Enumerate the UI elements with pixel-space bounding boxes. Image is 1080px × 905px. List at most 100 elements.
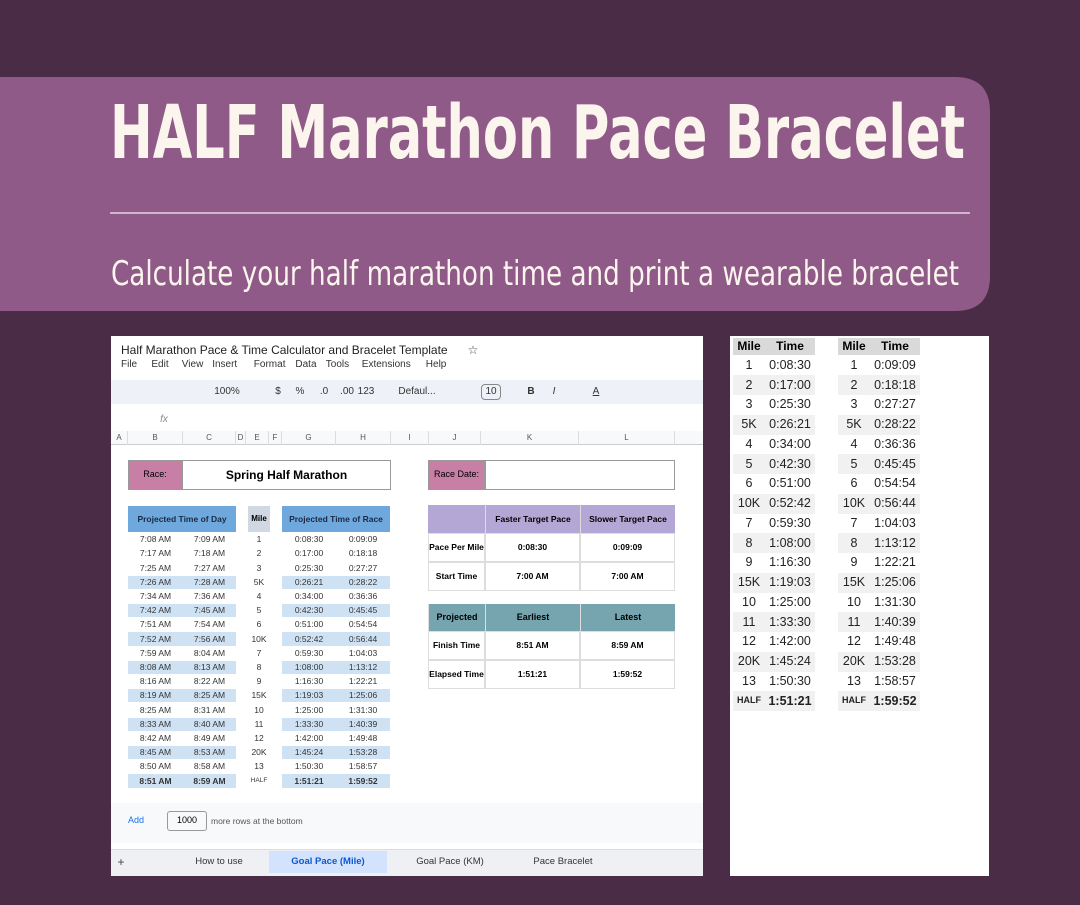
bracelet-cell: 1:16:30 xyxy=(769,555,811,570)
split-cell: 3 xyxy=(256,562,262,573)
split-cell: 8:49 AM xyxy=(193,732,226,743)
split-cell: 0:59:30 xyxy=(294,647,324,658)
sheet-tab[interactable]: Goal Pace (Mile) xyxy=(269,851,387,873)
bracelet-cell: 7 xyxy=(850,515,858,530)
bracelet-cell: 1:04:03 xyxy=(874,515,916,530)
projected-cell: 8:59 AM xyxy=(580,631,675,660)
split-cell: 1:42:00 xyxy=(294,732,324,743)
split-cell: 20K xyxy=(251,747,267,758)
toolbar-item[interactable]: 100% xyxy=(214,385,240,397)
menu-item[interactable]: File xyxy=(121,358,138,370)
toolbar-item[interactable]: .0 xyxy=(319,385,329,397)
split-cell: 7:54 AM xyxy=(193,619,226,630)
bracelet-cell: 1:13:12 xyxy=(870,533,920,553)
bracelet-cell: 12 xyxy=(742,634,756,649)
menu-item[interactable]: Extensions xyxy=(361,358,411,370)
split-cell: 1:31:30 xyxy=(348,704,378,715)
add-button[interactable]: Add xyxy=(127,815,144,826)
split-cell: 7:18 AM xyxy=(193,548,226,559)
split-cell: 8:33 AM xyxy=(128,717,183,731)
split-cell: 1:22:21 xyxy=(348,676,378,687)
split-cell: 1:45:24 xyxy=(282,746,336,760)
toolbar-item[interactable]: I xyxy=(552,385,556,397)
sheet-tab[interactable]: How to use xyxy=(195,856,243,868)
split-cell: 5K xyxy=(253,576,265,587)
toolbar-item[interactable]: .00 xyxy=(340,385,354,397)
menu-item[interactable]: View xyxy=(181,358,204,370)
split-cell: 7:56 AM xyxy=(183,632,236,646)
bracelet-cell: 20K xyxy=(733,651,765,672)
split-cell: 0:17:00 xyxy=(294,548,324,559)
column-letter: C xyxy=(183,431,236,445)
bracelet-header: Time xyxy=(870,338,920,355)
toolbar-item[interactable]: B xyxy=(527,385,535,397)
sheet-tab[interactable]: Goal Pace (KM) xyxy=(416,856,484,868)
splits-header: Projected Time of Day xyxy=(128,506,236,532)
bracelet-cell: 1:40:39 xyxy=(870,612,920,632)
bracelet-cell: 5K xyxy=(838,414,870,435)
bracelet-cell: 3 xyxy=(745,397,753,412)
race-label: Race: xyxy=(128,460,182,490)
split-cell: 10 xyxy=(254,704,264,715)
splits-header: Projected Time of Race xyxy=(282,506,390,532)
split-cell: 12 xyxy=(254,732,264,743)
bracelet-cell: 1:51:21 xyxy=(765,691,815,711)
split-cell: 7:45 AM xyxy=(183,604,236,618)
split-cell: 7:27 AM xyxy=(193,562,226,573)
column-letter: E xyxy=(246,431,269,445)
menu-item[interactable]: Insert xyxy=(212,358,238,370)
projected-cell: Elapsed Time xyxy=(428,660,485,689)
bracelet-cell: 7 xyxy=(745,515,753,530)
add-sheet[interactable]: + xyxy=(117,854,125,869)
toolbar-item[interactable]: $ xyxy=(275,385,281,397)
splits-header: Mile xyxy=(248,506,270,532)
bracelet-cell: HALF xyxy=(838,691,870,711)
toolbar-item[interactable]: Defaul... xyxy=(398,385,436,397)
toolbar-item[interactable]: % xyxy=(295,385,305,397)
bracelet-cell: 0:54:54 xyxy=(874,476,916,491)
split-cell: 8:50 AM xyxy=(139,761,172,772)
bracelet-cell: 5 xyxy=(733,454,765,474)
bracelet-cell: 0:25:30 xyxy=(769,397,811,412)
split-cell: 1:53:28 xyxy=(336,746,390,760)
menu-item[interactable]: Data xyxy=(295,358,317,370)
split-cell: 7:59 AM xyxy=(139,647,172,658)
split-cell: 0:18:18 xyxy=(348,548,378,559)
bracelet-cell: 10 xyxy=(742,594,756,609)
bracelet-cell: 0:27:27 xyxy=(874,397,916,412)
column-letter: K xyxy=(481,431,579,445)
split-cell: 0:25:30 xyxy=(294,562,324,573)
toolbar-item[interactable]: A xyxy=(592,385,600,397)
bracelet-cell: 1:59:52 xyxy=(870,691,920,711)
toolbar-item[interactable]: 123 xyxy=(357,385,375,397)
split-cell: 0:56:44 xyxy=(336,632,390,646)
sheet-tab[interactable]: Pace Bracelet xyxy=(533,856,593,868)
split-cell: 7:36 AM xyxy=(193,590,226,601)
bracelet-cell: 1:25:00 xyxy=(769,594,811,609)
projected-cell: 1:51:21 xyxy=(485,660,580,689)
split-cell: 1:04:03 xyxy=(348,647,378,658)
split-cell: 5 xyxy=(256,605,262,616)
split-cell: 1:33:30 xyxy=(282,717,336,731)
projected-cell: 8:51 AM xyxy=(485,631,580,660)
menu-item[interactable]: Tools xyxy=(325,358,350,370)
bracelet-cell: 10K xyxy=(838,493,870,514)
menu-item[interactable]: Format xyxy=(253,358,286,370)
toolbar-item[interactable]: 10 xyxy=(481,384,501,400)
projected-header: Latest xyxy=(580,604,675,631)
pace-cell: 0:08:30 xyxy=(485,533,580,562)
split-cell: 6 xyxy=(256,619,262,630)
menu-item[interactable]: Help xyxy=(425,358,447,370)
split-cell: 7:09 AM xyxy=(193,534,226,545)
split-cell: 8:45 AM xyxy=(128,746,183,760)
split-cell: 7 xyxy=(256,647,262,658)
bracelet-cell: 0:36:36 xyxy=(874,436,916,451)
bracelet-cell: HALF xyxy=(733,691,765,711)
split-cell: 8:59 AM xyxy=(183,774,236,788)
menu-item[interactable]: Edit xyxy=(151,358,169,370)
split-cell: 10K xyxy=(251,633,267,644)
bracelet-cell: 1:42:00 xyxy=(769,634,811,649)
rows-input[interactable]: 1000 xyxy=(167,811,207,831)
split-cell: 7:25 AM xyxy=(139,562,172,573)
